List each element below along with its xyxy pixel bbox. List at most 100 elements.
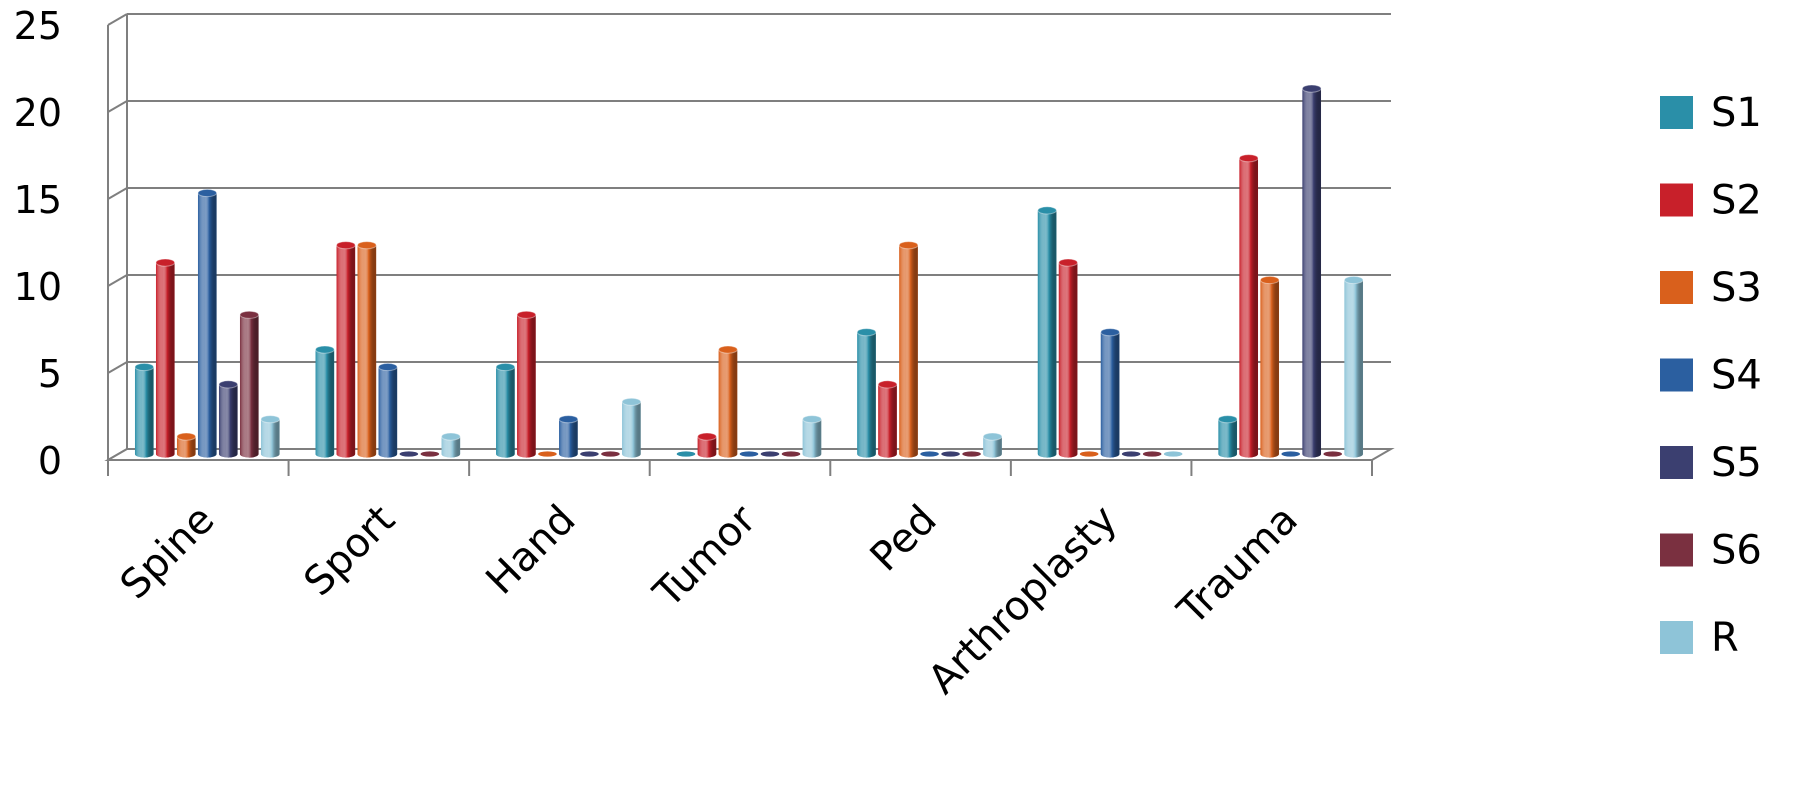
bar: [516, 310, 537, 458]
bar: [1281, 451, 1301, 457]
bar: [760, 451, 780, 457]
bar: [601, 451, 620, 457]
bar-zero-disc: [580, 451, 599, 457]
x-tick-label: Arthroplasty: [920, 497, 1127, 704]
bar-shading: [878, 384, 897, 458]
bar-top: [315, 345, 335, 354]
bar-zero-disc: [676, 451, 696, 457]
x-tick-label: Sport: [295, 497, 403, 605]
bar: [676, 451, 696, 457]
bar-top: [134, 362, 155, 372]
bar-zero-disc: [941, 451, 960, 457]
side-wall-line: [107, 361, 128, 374]
legend-swatch: [1660, 533, 1693, 567]
bar-shading: [1260, 280, 1280, 458]
bar: [218, 380, 239, 458]
x-tick-label: Hand: [477, 497, 584, 604]
bar: [357, 241, 377, 458]
bar-zero-disc: [1163, 451, 1183, 457]
bar: [197, 188, 218, 458]
bar: [621, 397, 642, 458]
legend-swatch: [1660, 621, 1693, 654]
bar-shading: [857, 332, 876, 458]
x-tick-label: Tumor: [644, 496, 765, 617]
bar-zero-disc: [1121, 451, 1141, 457]
legend-item: S6: [1660, 528, 1762, 574]
bar: [399, 451, 419, 457]
bar-top: [155, 258, 176, 267]
bar-shading: [197, 193, 217, 458]
bar-shading: [378, 367, 398, 458]
bar: [260, 415, 281, 458]
bar: [802, 415, 822, 458]
legend-item: S2: [1660, 178, 1762, 224]
bar-shading: [176, 436, 196, 458]
bar-shading: [1037, 210, 1057, 458]
legend-label: S3: [1711, 265, 1762, 311]
legend-label: S2: [1711, 178, 1762, 224]
legend-swatch: [1660, 271, 1693, 304]
bar: [697, 432, 717, 458]
bar-top: [176, 432, 197, 441]
legend-swatch: [1660, 96, 1693, 129]
bar-top: [378, 362, 398, 372]
bar-shading: [496, 367, 515, 458]
bar-top: [898, 241, 919, 250]
bar-zero-disc: [1281, 451, 1301, 457]
bar-shading: [697, 436, 717, 458]
bar: [1217, 415, 1238, 458]
bar-zero-disc: [781, 451, 801, 457]
y-tick-label: 0: [38, 439, 62, 483]
bar: [1259, 275, 1280, 458]
bar-zero-disc: [420, 451, 440, 457]
bar-zero-disc: [1142, 451, 1162, 457]
bar-top: [516, 310, 537, 319]
legend-item: S5: [1660, 440, 1762, 486]
bar: [1163, 451, 1183, 457]
bar: [739, 451, 759, 457]
bar: [1142, 451, 1162, 457]
bar: [1037, 206, 1057, 458]
bar: [1323, 451, 1343, 457]
bar-zero-disc: [1323, 451, 1343, 457]
legend-item: R: [1660, 615, 1739, 661]
bar-top: [197, 188, 218, 198]
bar-top: [856, 328, 877, 337]
y-tick-label: 5: [38, 352, 62, 396]
bar-top: [260, 415, 281, 424]
bar-shading: [622, 401, 641, 458]
bar-shading: [1302, 88, 1322, 458]
y-tick-label: 10: [14, 265, 62, 309]
bar-top: [558, 415, 579, 424]
legend-item: S4: [1660, 353, 1762, 399]
x-tick-label: Trauma: [1169, 497, 1307, 635]
bar: [941, 451, 960, 457]
bar: [781, 451, 801, 457]
bar-zero-disc: [1079, 451, 1099, 457]
bar-top: [441, 432, 461, 441]
bar: [1121, 451, 1141, 457]
bar-top: [718, 345, 738, 354]
bar-zero-disc: [760, 451, 780, 457]
legend-label: R: [1711, 615, 1739, 661]
bar-top: [1301, 84, 1322, 93]
legend-label: S5: [1711, 440, 1762, 486]
bar-top: [982, 432, 1003, 441]
bar-shading: [899, 245, 918, 458]
side-wall-line: [107, 274, 128, 287]
bar-shading: [315, 349, 335, 458]
bar-shading: [155, 262, 175, 458]
bars: [134, 84, 1364, 458]
bar-zero-disc: [962, 451, 981, 457]
bar: [856, 328, 877, 458]
bar-top: [218, 380, 239, 389]
legend-swatch: [1660, 358, 1693, 392]
bar-top: [495, 362, 516, 372]
side-wall-line: [107, 100, 128, 113]
bar-zero-disc: [739, 451, 759, 457]
bar: [1343, 275, 1364, 458]
bar-top: [336, 241, 356, 250]
bar: [920, 451, 939, 457]
bar: [239, 310, 260, 458]
